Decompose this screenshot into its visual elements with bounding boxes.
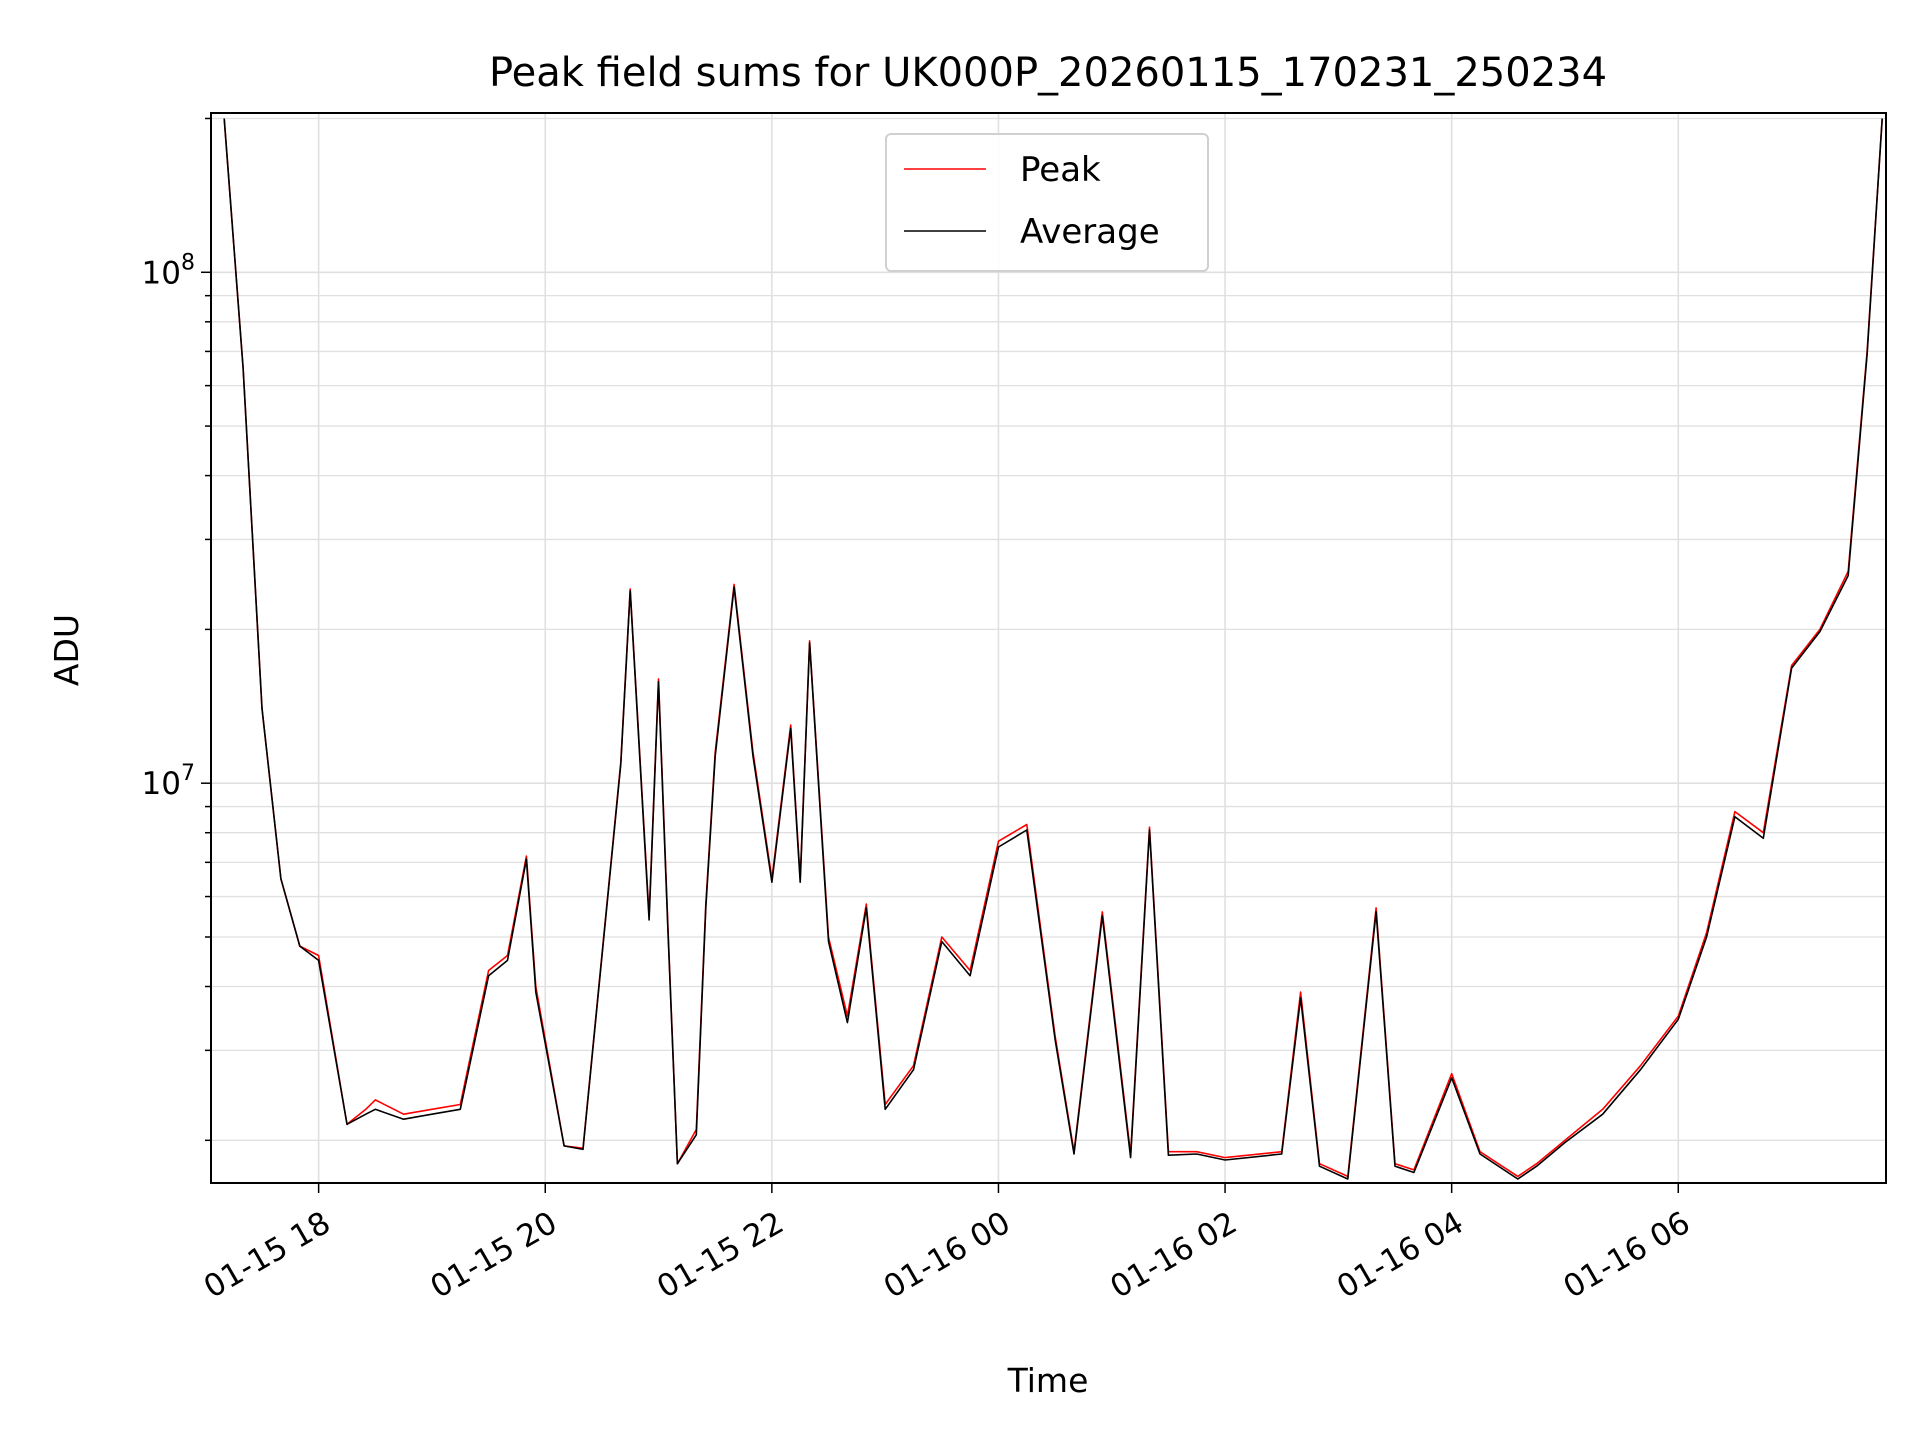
x-axis-label: Time	[1007, 1361, 1089, 1400]
chart-title: Peak field sums for UK000P_20260115_1702…	[489, 50, 1607, 96]
legend-peak-label: Peak	[1020, 150, 1101, 190]
y-axis: 107 108	[142, 117, 211, 1142]
legend-average-label: Average	[1020, 212, 1160, 252]
y-axis-label: ADU	[47, 614, 86, 686]
legend: Peak Average	[885, 133, 1209, 272]
y-tick-label: 107	[142, 761, 195, 802]
series-line-average	[223, 118, 1883, 1180]
plot-frame	[210, 112, 1887, 1184]
plot-lines	[223, 118, 1883, 1180]
y-tick-label: 108	[142, 250, 195, 291]
grid	[211, 113, 1886, 1183]
